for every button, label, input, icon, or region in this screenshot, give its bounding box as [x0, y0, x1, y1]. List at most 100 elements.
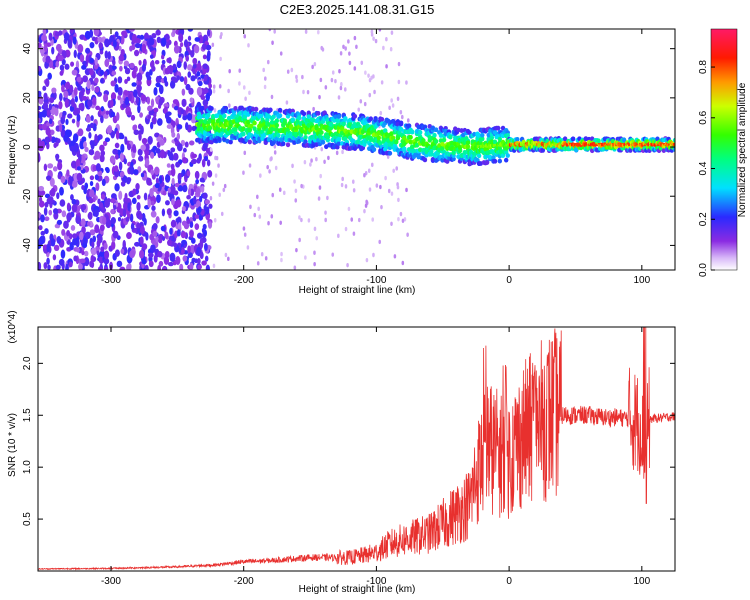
heatmap-cell — [47, 264, 51, 270]
heatmap-cell — [203, 75, 208, 82]
heatmap-cell — [147, 114, 152, 120]
heatmap-cell — [55, 153, 59, 162]
heatmap-cell — [189, 97, 194, 103]
heatmap-cell — [360, 60, 364, 65]
heatmap-cell — [337, 95, 341, 100]
heatmap-cell — [274, 165, 278, 171]
heatmap-cell — [104, 137, 111, 143]
heatmap-cell — [102, 140, 108, 147]
heatmap-cell — [196, 126, 202, 132]
heatmap-cell — [141, 243, 148, 250]
heatmap-cell — [50, 238, 56, 247]
heatmap-cell — [129, 213, 134, 223]
heatmap-cell — [136, 194, 141, 200]
heatmap-cell — [500, 143, 503, 147]
heatmap-cell — [173, 242, 178, 248]
heatmap-cell — [320, 139, 326, 145]
heatmap-cell — [201, 260, 207, 266]
heatmap-cell — [178, 159, 183, 164]
heatmap-cell — [47, 72, 52, 80]
heatmap-cell — [68, 261, 73, 268]
heatmap-cell — [148, 252, 154, 258]
heatmap-cell — [150, 200, 155, 206]
heatmap-cell — [334, 78, 337, 84]
heatmap-cell — [343, 116, 348, 122]
heatmap-cell — [319, 130, 324, 135]
heatmap-cell — [110, 111, 116, 118]
heatmap-cell — [40, 230, 46, 236]
heatmap-cell — [74, 95, 79, 103]
heatmap-cell — [421, 138, 426, 143]
heatmap-cell — [500, 125, 506, 131]
heatmap-cell — [348, 60, 352, 66]
heatmap-cell — [92, 235, 97, 243]
heatmap-cell — [135, 183, 140, 191]
heatmap-cell — [480, 132, 485, 138]
heatmap-cell — [339, 51, 343, 56]
heatmap-cell — [200, 185, 205, 194]
heatmap-y-axis-label: Frequency (Hz) — [7, 116, 18, 185]
heatmap-cell — [89, 57, 94, 64]
heatmap-cell — [312, 106, 315, 112]
heatmap-cell — [394, 139, 399, 145]
heatmap-cell — [186, 194, 191, 200]
heatmap-cell — [67, 137, 71, 145]
heatmap-cell — [59, 92, 63, 102]
heatmap-cell — [58, 124, 63, 133]
heatmap-cell — [118, 54, 125, 62]
heatmap-cell — [134, 241, 140, 247]
heatmap-cell — [158, 84, 164, 95]
heatmap-cell — [57, 173, 62, 180]
heatmap-cell — [52, 254, 57, 261]
heatmap-cell — [359, 99, 363, 104]
heatmap-cell — [169, 185, 176, 194]
heatmap-cell — [393, 254, 397, 259]
heatmap-cell — [109, 99, 114, 108]
heatmap-cell — [100, 193, 106, 200]
heatmap-cell — [84, 30, 91, 40]
heatmap-cell — [44, 136, 51, 144]
heatmap-cell — [130, 222, 135, 231]
heatmap-cell — [153, 112, 157, 118]
heatmap-cell — [103, 93, 109, 103]
heatmap-cell — [167, 187, 171, 193]
heatmap-cell — [391, 103, 395, 108]
heatmap-cell — [56, 192, 60, 200]
heatmap-cell — [385, 37, 388, 42]
heatmap-cell — [147, 198, 152, 208]
heatmap-cell — [307, 218, 311, 223]
heatmap-cell — [497, 143, 500, 147]
heatmap-cell — [161, 59, 166, 65]
heatmap-cell — [94, 133, 98, 143]
heatmap-cell — [70, 61, 75, 67]
heatmap-cell — [121, 30, 127, 37]
heatmap-cell — [95, 163, 101, 172]
heatmap-cell — [538, 142, 541, 147]
heatmap-cell — [261, 132, 267, 138]
heatmap-cell — [180, 231, 187, 239]
heatmap-cell — [227, 88, 230, 94]
heatmap-cell — [55, 264, 61, 270]
heatmap-cell — [110, 131, 115, 139]
heatmap-cell — [162, 190, 167, 196]
heatmap-cell — [119, 65, 123, 72]
heatmap-cell — [378, 239, 382, 245]
heatmap-cell — [99, 224, 105, 232]
heatmap-cell — [49, 129, 55, 136]
heatmap-cell — [141, 137, 148, 145]
heatmap-cell — [373, 117, 378, 123]
heatmap-cell — [373, 89, 376, 95]
heatmap-cell — [72, 109, 79, 116]
heatmap-cell — [388, 105, 391, 111]
heatmap-cell — [211, 181, 215, 186]
heatmap-cell — [347, 206, 351, 212]
heatmap-cell — [505, 132, 510, 138]
heatmap-cell — [271, 192, 275, 198]
heatmap-cell — [248, 163, 252, 168]
heatmap-cell — [111, 65, 117, 71]
heatmap-cell — [159, 139, 165, 146]
heatmap-cell — [189, 262, 194, 270]
heatmap-cell — [594, 142, 597, 147]
heatmap-cell — [280, 251, 283, 257]
heatmap-cell — [672, 137, 675, 143]
